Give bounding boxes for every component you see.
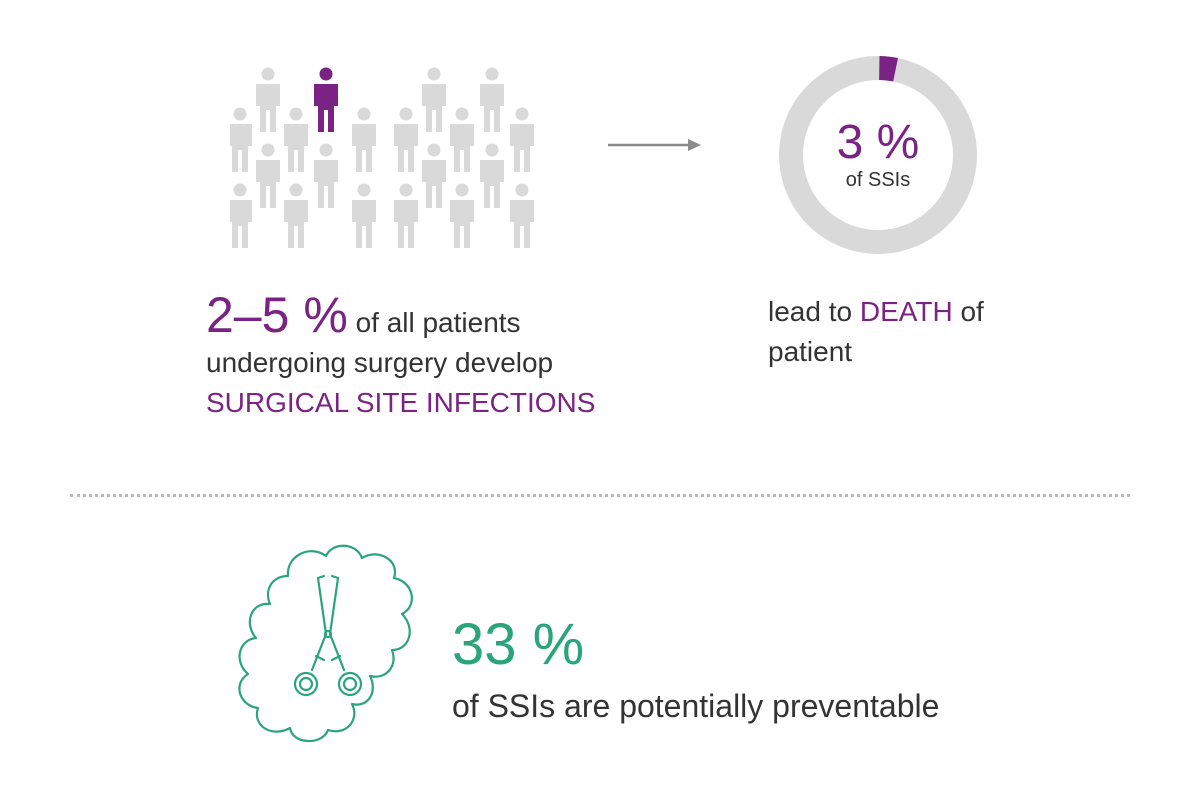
clamp-shape [293, 574, 363, 697]
donut-track [779, 56, 977, 254]
person-icon-highlighted [314, 67, 338, 132]
person-icon [352, 107, 376, 172]
person-icon [394, 107, 418, 172]
death-text-line2: patient [768, 336, 853, 367]
death-text-before: lead to [768, 296, 860, 327]
person-icon [314, 143, 338, 208]
preventable-desc: of SSIs are potentially preventable [452, 688, 940, 724]
preventable-stat: 33 % of SSIs are potentially preventable [452, 612, 1152, 728]
donut-center-label: 3 % of SSIs [776, 118, 980, 192]
infection-line1: of all patients [355, 307, 521, 338]
person-icon [510, 107, 534, 172]
infection-percent: 2–5 % [206, 287, 348, 343]
death-stat: lead to DEATH of patient [768, 292, 1028, 372]
person-icon [256, 143, 280, 208]
death-text-after: of [952, 296, 984, 327]
death-percent: 3 % [836, 116, 920, 169]
person-icon [284, 183, 308, 248]
person-icon [450, 183, 474, 248]
preventable-percent: 33 % [452, 612, 585, 677]
donut-slice-death [878, 56, 899, 82]
people-pictogram [230, 67, 534, 248]
person-icon [422, 67, 446, 132]
person-icon [284, 107, 308, 172]
donut-chart [779, 56, 977, 254]
death-highlight: DEATH [859, 296, 953, 327]
dotted-divider [70, 494, 1130, 497]
person-icon [450, 107, 474, 172]
infection-stat: 2–5 % of all patients undergoing surgery… [206, 290, 626, 423]
person-icon [256, 67, 280, 132]
person-icon [422, 143, 446, 208]
arrow-right-icon [608, 139, 701, 151]
person-icon [394, 183, 418, 248]
person-icon [510, 183, 534, 248]
person-icon [230, 183, 252, 248]
cloud-icon [238, 544, 413, 743]
infection-line2: undergoing surgery develop [206, 347, 554, 378]
person-icon [352, 183, 376, 248]
person-icon [480, 67, 504, 132]
infection-highlight: SURGICAL SITE INFECTIONS [206, 387, 596, 418]
person-icon [230, 107, 252, 172]
death-percent-label: of SSIs [845, 169, 911, 191]
surgical-clamp-icon [238, 544, 413, 743]
person-icon [480, 143, 504, 208]
